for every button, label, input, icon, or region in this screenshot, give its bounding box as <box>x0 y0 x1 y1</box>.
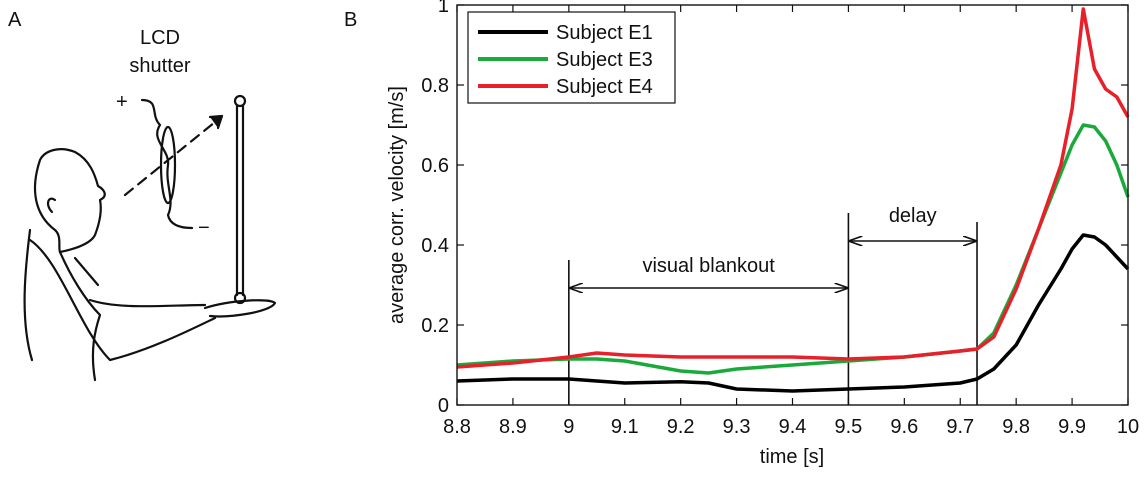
annotation: visual blankout <box>642 255 775 277</box>
x-tick-label: 8.9 <box>499 416 527 438</box>
y-tick-label: 1 <box>438 0 449 17</box>
series-line <box>456 123 1130 375</box>
y-axis-label: average corr. velocity [m/s] <box>386 86 408 324</box>
x-tick-label: 9.2 <box>667 416 695 438</box>
series-line <box>456 7 1130 369</box>
x-tick-label: 9 <box>563 416 574 438</box>
x-tick-label: 9.7 <box>946 416 974 438</box>
panel-b: B time [s] average corr. velocity [m/s] … <box>344 0 1139 468</box>
x-tick-label: 9.3 <box>723 416 751 438</box>
shutter-label: LCD <box>140 27 180 49</box>
x-tick-label: 9.5 <box>835 416 863 438</box>
minus-sign: − <box>198 217 210 239</box>
x-tick-label: 10 <box>1117 416 1139 438</box>
y-tick-label: 0.4 <box>421 235 449 257</box>
plot-frame <box>456 4 1129 406</box>
y-tick-label: 0 <box>438 395 449 417</box>
shutter-label: shutter <box>129 55 190 77</box>
y-tick-label: 0.2 <box>421 315 449 337</box>
x-tick-label: 8.8 <box>443 416 471 438</box>
annotation: delay <box>889 205 937 227</box>
x-tick-label: 9.1 <box>611 416 639 438</box>
panel-label: B <box>344 9 357 31</box>
x-tick-label: 9.8 <box>1002 416 1030 438</box>
legend-label: Subject E1 <box>556 22 653 44</box>
panel-label: A <box>8 9 22 31</box>
legend-label: Subject E3 <box>556 49 653 71</box>
y-tick-label: 0.6 <box>421 155 449 177</box>
legend-label: Subject E4 <box>556 76 653 98</box>
y-tick-label: 0.8 <box>421 75 449 97</box>
illustration <box>23 94 277 382</box>
series-line <box>456 233 1130 393</box>
x-tick-label: 9.9 <box>1058 416 1086 438</box>
plus-sign: + <box>116 91 128 113</box>
x-tick-label: 9.4 <box>779 416 807 438</box>
x-tick-label: 9.6 <box>890 416 918 438</box>
x-axis-label: time [s] <box>760 446 824 468</box>
panel-a: A LCD shutter + − <box>8 9 277 382</box>
